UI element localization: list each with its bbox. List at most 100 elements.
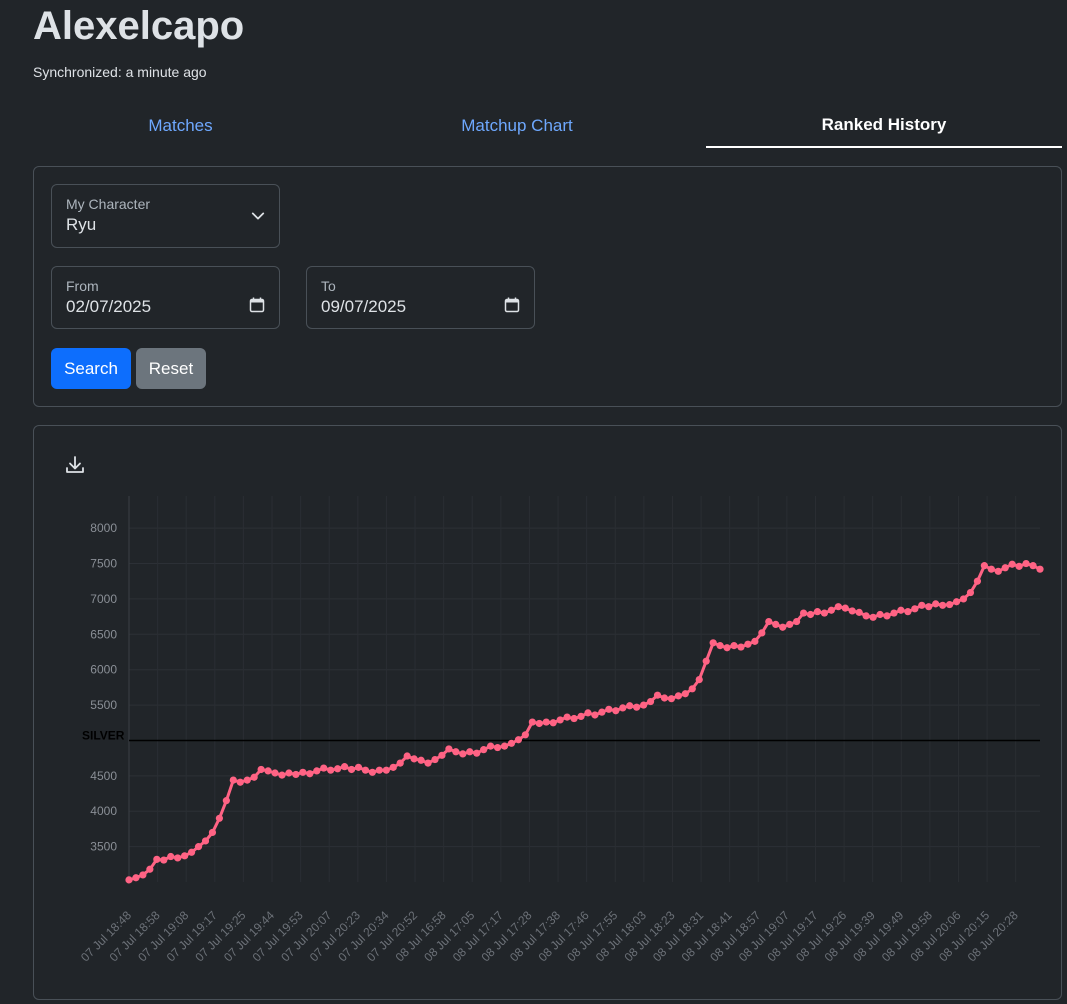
data-point bbox=[841, 604, 849, 612]
data-point bbox=[320, 764, 328, 772]
data-point bbox=[500, 742, 509, 750]
data-point bbox=[1036, 565, 1044, 573]
data-point bbox=[480, 746, 488, 754]
data-point bbox=[660, 694, 669, 702]
data-point bbox=[271, 769, 279, 777]
data-point bbox=[334, 765, 342, 773]
data-point bbox=[591, 711, 599, 719]
data-point bbox=[904, 608, 912, 616]
data-point bbox=[994, 567, 1002, 575]
y-tick-label: 4500 bbox=[90, 769, 117, 783]
data-point bbox=[584, 709, 592, 717]
data-point bbox=[292, 770, 300, 779]
data-point bbox=[598, 708, 606, 716]
data-point bbox=[973, 577, 982, 585]
data-point bbox=[250, 773, 258, 781]
tab-matchup-chart[interactable]: Matchup Chart bbox=[461, 116, 573, 135]
tab-matches[interactable]: Matches bbox=[148, 116, 213, 135]
to-date-field[interactable]: To 09/07/2025 bbox=[306, 266, 535, 329]
character-select[interactable]: My Character Ryu bbox=[51, 184, 280, 248]
data-point bbox=[674, 692, 682, 700]
download-icon[interactable] bbox=[64, 454, 86, 476]
y-tick-label: 7000 bbox=[90, 592, 117, 606]
data-point bbox=[243, 776, 251, 784]
data-point bbox=[716, 642, 724, 650]
data-point bbox=[146, 865, 154, 873]
data-point bbox=[806, 610, 815, 619]
data-point bbox=[779, 623, 787, 631]
data-point bbox=[640, 701, 648, 709]
data-point bbox=[793, 617, 801, 626]
y-tick-label: 6500 bbox=[90, 627, 117, 641]
data-point bbox=[368, 768, 376, 776]
data-point bbox=[181, 852, 189, 860]
data-point bbox=[424, 759, 432, 767]
data-point bbox=[187, 848, 196, 856]
data-point bbox=[542, 718, 550, 726]
data-point bbox=[890, 609, 898, 617]
reset-button[interactable]: Reset bbox=[136, 348, 206, 389]
data-point bbox=[375, 766, 383, 774]
calendar-icon[interactable] bbox=[504, 297, 520, 313]
data-point bbox=[848, 607, 856, 615]
from-date-value: 02/07/2025 bbox=[66, 297, 152, 316]
data-point bbox=[306, 770, 314, 778]
data-point bbox=[285, 769, 293, 777]
from-date-field[interactable]: From 02/07/2025 bbox=[51, 266, 280, 329]
sync-status: Synchronized: a minute ago bbox=[33, 64, 207, 80]
data-point bbox=[1022, 559, 1030, 568]
data-point bbox=[799, 609, 808, 617]
search-button[interactable]: Search bbox=[51, 348, 131, 389]
data-point bbox=[869, 613, 877, 621]
data-point bbox=[354, 763, 363, 771]
data-point bbox=[653, 691, 662, 699]
data-point bbox=[1029, 562, 1037, 570]
data-point bbox=[417, 756, 425, 764]
data-point bbox=[153, 855, 161, 863]
data-point bbox=[403, 752, 411, 760]
data-point bbox=[222, 797, 230, 805]
data-point bbox=[139, 871, 147, 879]
data-point bbox=[730, 642, 738, 650]
calendar-icon[interactable] bbox=[249, 297, 265, 313]
data-point bbox=[1001, 564, 1009, 572]
data-point bbox=[959, 595, 968, 603]
data-point bbox=[549, 719, 557, 727]
data-point bbox=[619, 704, 627, 712]
data-point bbox=[299, 768, 307, 776]
data-point bbox=[688, 685, 696, 693]
from-date-label: From bbox=[66, 278, 99, 294]
character-select-label: My Character bbox=[66, 196, 151, 212]
data-point bbox=[410, 755, 418, 763]
data-point bbox=[911, 605, 919, 613]
data-point bbox=[952, 598, 961, 606]
data-point bbox=[758, 629, 766, 637]
data-point bbox=[313, 767, 321, 775]
data-point bbox=[709, 639, 717, 647]
tab-ranked-history[interactable]: Ranked History bbox=[706, 104, 1062, 148]
data-point bbox=[389, 763, 397, 771]
data-point bbox=[174, 854, 182, 862]
data-point bbox=[382, 766, 390, 774]
data-point bbox=[507, 739, 516, 747]
data-point bbox=[201, 837, 210, 845]
data-point bbox=[563, 713, 571, 721]
data-point bbox=[160, 856, 168, 864]
data-point bbox=[765, 617, 773, 626]
data-point bbox=[445, 745, 453, 753]
data-point bbox=[744, 640, 752, 648]
data-point bbox=[681, 690, 689, 698]
data-point bbox=[570, 714, 578, 723]
data-point bbox=[633, 703, 641, 711]
y-tick-label: 6000 bbox=[90, 663, 117, 677]
data-point bbox=[876, 610, 884, 619]
data-point bbox=[1008, 560, 1016, 568]
data-point bbox=[438, 751, 446, 759]
data-point bbox=[340, 763, 349, 771]
filters-panel: My Character Ryu From 02/07/2025 To 09/0… bbox=[33, 166, 1062, 407]
y-tick-label: 5500 bbox=[90, 698, 117, 712]
data-point bbox=[327, 766, 335, 774]
data-point bbox=[535, 719, 543, 728]
data-point bbox=[702, 657, 710, 665]
data-point bbox=[695, 676, 703, 684]
